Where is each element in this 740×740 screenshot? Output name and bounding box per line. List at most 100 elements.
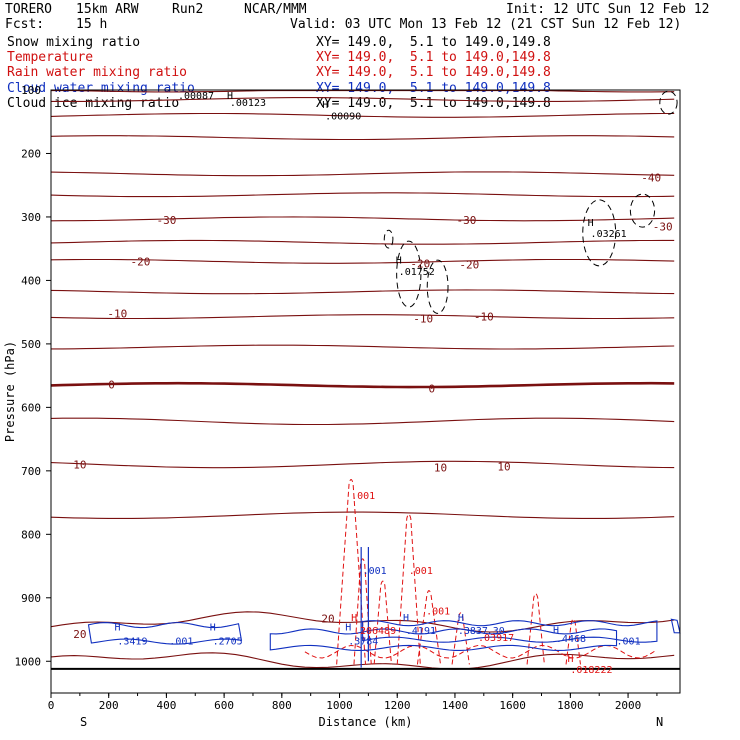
fcst-label: Fcst: xyxy=(5,17,45,32)
isotherm-line xyxy=(50,239,675,245)
x-tick-label: 0 xyxy=(48,699,55,712)
temperature-isotherms xyxy=(50,90,680,670)
legend-cloud-water-xy: XY= 149.0, 5.1 to 149.0,149.8 xyxy=(316,81,551,96)
ice-contour xyxy=(383,229,394,249)
contour-value-label: H xyxy=(396,255,402,266)
isotherm-line xyxy=(50,289,675,295)
cloud-water-contour xyxy=(362,620,658,643)
contour-value-label: .03261 xyxy=(591,229,627,240)
x-tick-label: 1600 xyxy=(499,699,526,712)
y-tick-label: 900 xyxy=(21,592,41,605)
isotherm-line xyxy=(50,192,675,198)
isotherm-label: 10 xyxy=(73,458,86,471)
run-label: Run2 xyxy=(172,2,204,17)
contour-value-label: H xyxy=(227,91,233,102)
ice-contour xyxy=(629,193,656,228)
init-time: Init: 12 UTC Sun 12 Feb 12 xyxy=(506,2,710,17)
rain-contour xyxy=(353,558,372,665)
isotherm-label: 20 xyxy=(73,628,86,641)
ice-contour xyxy=(659,90,678,115)
contour-value-label: .001 xyxy=(363,566,387,577)
isotherm-line xyxy=(50,314,675,320)
legend-snow-xy: XY= 149.0, 5.1 to 149.0,149.8 xyxy=(316,35,551,50)
legend-temperature-xy: XY= 149.0, 5.1 to 149.0,149.8 xyxy=(316,50,551,65)
isotherm-line xyxy=(50,652,675,670)
cloud-ice-contours xyxy=(383,90,678,314)
rain-contour xyxy=(336,479,366,665)
isotherm-line xyxy=(51,97,675,102)
isotherm-line xyxy=(51,90,675,93)
model-name: TORERO xyxy=(5,2,52,17)
rain-contour xyxy=(373,580,392,665)
contour-value-label: H xyxy=(345,622,351,633)
y-tick-label: 700 xyxy=(21,465,41,478)
x-tick-label: 1000 xyxy=(326,699,353,712)
isotherm-label: 0 xyxy=(429,382,436,395)
x-tick-label: 1400 xyxy=(442,699,469,712)
x-axis-label: Distance (km) xyxy=(319,715,413,729)
contour-value-label: .206489 xyxy=(354,626,396,637)
legend-snow: Snow mixing ratio xyxy=(7,35,141,50)
contour-value-label: .3837 xyxy=(458,626,488,637)
isotherm-line xyxy=(50,216,675,222)
contour-value-label: .01752 xyxy=(399,267,435,278)
y-tick-label: 300 xyxy=(21,211,41,224)
isotherm-line xyxy=(50,258,675,264)
contour-value-label: .001 xyxy=(409,566,433,577)
ice-contour xyxy=(426,259,449,314)
y-tick-label: 400 xyxy=(21,274,41,287)
isotherm-label: -10 xyxy=(474,311,494,324)
isotherm-label: 10 xyxy=(497,460,510,473)
rain-contour xyxy=(526,593,545,665)
isotherm-label: -30 xyxy=(457,214,477,227)
y-tick-label: 1000 xyxy=(15,655,42,668)
rain-contour xyxy=(451,612,470,665)
contour-value-label: .00090 xyxy=(325,111,361,122)
x-tick-label: 600 xyxy=(214,699,234,712)
cloud-water-contour xyxy=(670,618,681,634)
x-tick-label: 800 xyxy=(272,699,292,712)
contour-value-label: .03917 xyxy=(478,633,514,644)
contour-value-label: .00087 xyxy=(178,91,214,102)
plot-header: TORERO 15km ARW Run2 NCAR/MMM Init: 12 U… xyxy=(0,0,740,112)
contour-value-label: .30 xyxy=(487,626,505,637)
y-axis-label: Pressure (hPa) xyxy=(3,341,17,442)
rain-contour xyxy=(416,590,442,665)
contour-value-label: H xyxy=(458,613,464,624)
isotherm-label: -20 xyxy=(459,259,479,272)
rain-contour xyxy=(304,644,658,659)
isotherm-label: -20 xyxy=(131,255,151,268)
legend-rain-xy: XY= 149.0, 5.1 to 149.0,149.8 xyxy=(316,65,551,80)
x-tick-label: 2000 xyxy=(615,699,642,712)
fcst-value: 15 h xyxy=(76,17,108,32)
contour-value-label: H xyxy=(114,622,120,633)
contour-value-label: .00123 xyxy=(230,98,266,109)
contour-value-label: H xyxy=(351,613,357,624)
contour-value-label: .018222 xyxy=(570,665,612,676)
legend-temperature: Temperature xyxy=(7,50,94,65)
cloud-water-contour xyxy=(269,628,618,652)
isotherm-line xyxy=(50,171,675,177)
isotherm-label: 20 xyxy=(321,613,334,626)
isotherm-label: 0 xyxy=(108,379,115,392)
isotherm-label: -30 xyxy=(156,214,176,227)
legend-rain: Rain water mixing ratio xyxy=(7,65,188,80)
axes: 0 200 400 600 800 1000 1200 1400 1600 1800 2000200… xyxy=(15,84,658,712)
contour-value-label: .3419 xyxy=(117,636,147,647)
contour-value-label: .4191 xyxy=(406,626,436,637)
contour-labels: -40 -30 -30 -30 -20 -20 -20 -10 -10 -10 0 0 10 10 10 20… xyxy=(73,91,672,676)
y-tick-label: 500 xyxy=(21,338,41,351)
y-tick-label: 600 xyxy=(21,401,41,414)
y-top-tick-label: 100 xyxy=(21,84,41,97)
ice-contour xyxy=(582,199,617,267)
contour-value-label: .001 xyxy=(426,606,450,617)
contour-value-label: H xyxy=(210,622,216,633)
isotherm-line xyxy=(50,417,675,426)
x-tick-label: 200 xyxy=(99,699,119,712)
isotherm-label: -10 xyxy=(107,307,127,320)
x-tick-label: 1800 xyxy=(557,699,584,712)
x-tick-label: 400 xyxy=(156,699,176,712)
isotherm-line xyxy=(50,460,675,469)
isotherm-line xyxy=(50,381,675,389)
